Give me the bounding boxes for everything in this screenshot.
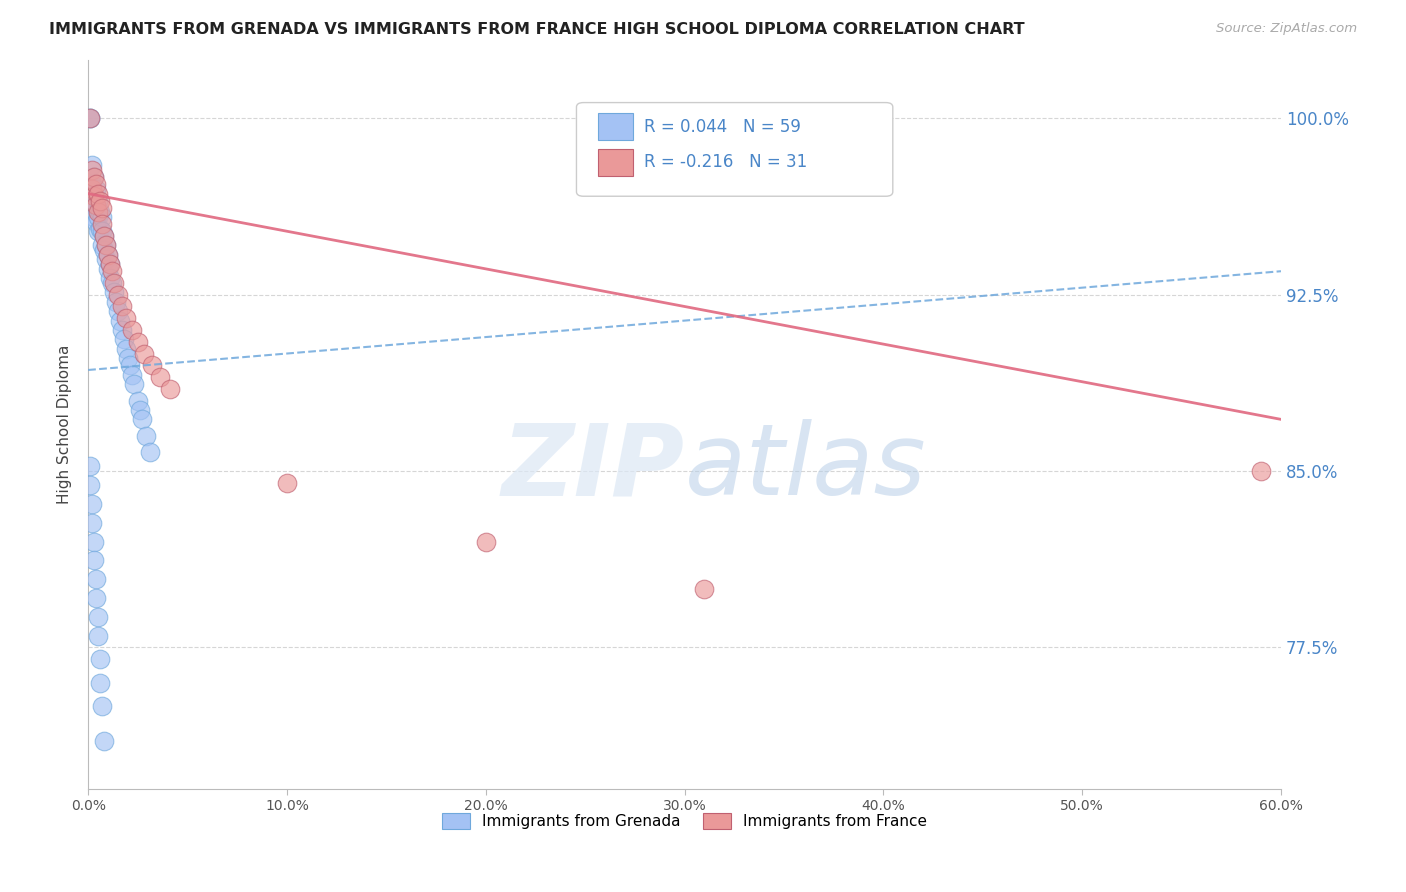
Point [98,257,121,271]
Point [79,112,101,126]
Point [89,205,111,219]
Point [82,516,104,530]
Point [83,553,105,567]
Point [93,229,115,244]
Point [84,198,107,212]
Point [93,734,115,748]
Point [97,248,120,262]
Point [135,429,157,443]
Point [101,264,124,278]
Text: R = 0.044   N = 59: R = 0.044 N = 59 [644,118,801,136]
Point [91,238,114,252]
Point [83,189,105,203]
Point [89,675,111,690]
Point [94,252,117,267]
Point [89,652,111,666]
Point [84,215,107,229]
Point [82,158,104,172]
Point [121,368,143,382]
Point [83,198,105,212]
Point [128,403,150,417]
Point [122,377,145,392]
Point [91,699,114,714]
Point [89,222,111,236]
Point [84,591,107,605]
Point [107,287,129,301]
Point [104,294,127,309]
Point [132,346,155,360]
Point [83,186,105,201]
Point [83,534,105,549]
Point [1250,464,1272,478]
Point [84,178,107,192]
Point [79,478,101,492]
Point [82,178,104,192]
Point [79,112,101,126]
Point [87,205,110,219]
Point [141,359,163,373]
Text: Source: ZipAtlas.com: Source: ZipAtlas.com [1216,22,1357,36]
Point [693,582,716,596]
Point [83,170,105,185]
Point [91,210,114,224]
Point [149,370,172,384]
Legend: Immigrants from Grenada, Immigrants from France: Immigrants from Grenada, Immigrants from… [436,807,934,836]
Point [83,210,105,224]
Y-axis label: High School Diploma: High School Diploma [58,344,72,504]
Point [84,198,107,212]
Text: IMMIGRANTS FROM GRENADA VS IMMIGRANTS FROM FRANCE HIGH SCHOOL DIPLOMA CORRELATIO: IMMIGRANTS FROM GRENADA VS IMMIGRANTS FR… [49,22,1025,37]
Point [101,276,124,290]
Point [82,194,104,208]
Point [82,497,104,511]
Point [87,629,110,643]
Point [139,445,162,459]
Point [91,217,114,231]
Point [87,210,110,224]
Point [79,459,101,474]
Point [87,186,110,201]
Point [131,412,153,426]
Point [107,304,129,318]
Point [98,271,121,285]
Point [94,238,117,252]
Point [91,201,114,215]
Point [108,313,131,327]
Point [94,238,117,252]
Point [82,182,104,196]
Point [111,300,134,314]
Point [97,248,120,262]
Point [112,333,135,347]
Point [87,224,110,238]
Point [117,351,139,366]
Point [97,261,120,276]
Point [474,534,496,549]
Point [79,112,101,126]
Point [93,243,115,257]
Point [84,572,107,586]
Point [93,229,115,244]
Point [276,475,298,490]
Point [103,276,125,290]
Point [84,182,107,196]
Point [87,194,110,208]
Point [115,342,138,356]
Text: atlas: atlas [685,419,927,516]
Point [83,170,105,185]
Text: R = -0.216   N = 31: R = -0.216 N = 31 [644,153,807,171]
Point [115,311,138,326]
Point [103,285,125,300]
Point [127,393,149,408]
Point [82,163,104,178]
Point [159,382,181,396]
Point [89,194,111,208]
Point [87,610,110,624]
Text: ZIP: ZIP [502,419,685,516]
Point [127,334,149,349]
Point [111,323,134,337]
Point [91,224,114,238]
Point [121,323,143,337]
Point [118,359,141,373]
Point [98,257,121,271]
